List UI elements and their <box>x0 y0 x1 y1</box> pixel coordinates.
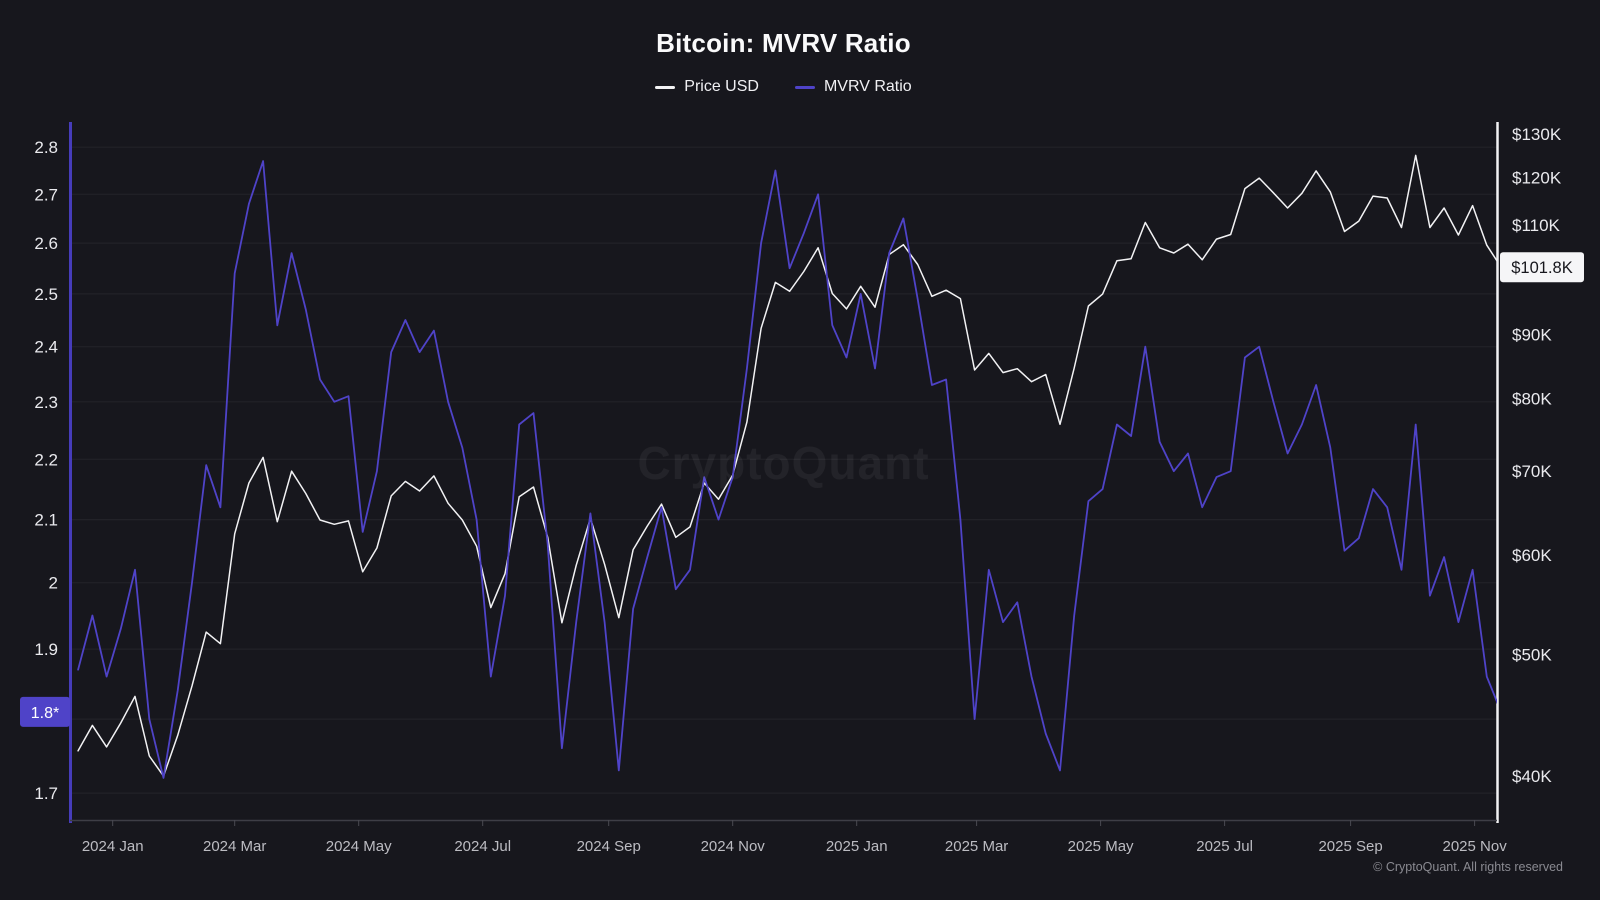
x-axis-tick-label: 2024 Jan <box>82 838 144 855</box>
mvrv-current-value-badge <box>20 696 70 727</box>
legend-item-mvrv-ratio[interactable]: MVRV Ratio <box>794 78 912 96</box>
left-axis-tick-label: 2.4 <box>34 338 58 357</box>
left-axis-tick-label: 2.8 <box>34 138 58 157</box>
legend-item-price-usd[interactable]: Price USD <box>655 78 759 96</box>
series-line-mvrv-ratio <box>77 160 1497 779</box>
right-axis-tick-label: $60K <box>1512 546 1552 565</box>
x-axis-tick-label: 2024 Nov <box>701 838 766 855</box>
right-axis-tick-label: $130K <box>1512 125 1562 144</box>
x-axis-tick-label: 2025 Jul <box>1196 838 1253 855</box>
left-axis-tick-label: 2.1 <box>34 511 58 530</box>
left-axis-tick-label: 2.3 <box>34 393 58 412</box>
left-axis-tick-label: 2.2 <box>34 450 58 469</box>
right-axis-tick-label: $70K <box>1512 462 1552 481</box>
left-axis-tick-label: 2.5 <box>34 285 58 304</box>
right-axis-tick-label: $80K <box>1512 390 1552 409</box>
left-axis-tick-label: 1.9 <box>34 640 58 659</box>
price-usd-line-swatch <box>655 85 676 89</box>
right-axis-tick-label: $50K <box>1512 646 1552 665</box>
right-axis-tick-label: $90K <box>1512 325 1552 344</box>
x-axis-tick-label: 2025 May <box>1068 838 1134 855</box>
price-current-value-badge <box>1500 252 1584 283</box>
x-axis-tick-label: 2024 Mar <box>203 838 266 855</box>
x-axis-tick-label: 2025 Jan <box>826 838 888 855</box>
mvrv-ratio-line-swatch <box>794 85 815 89</box>
x-axis-tick-label: 2024 May <box>326 838 392 855</box>
left-axis-tick-label: 2 <box>49 574 58 593</box>
right-axis-tick-label: $110K <box>1512 216 1561 235</box>
right-axis-tick-label: $120K <box>1512 169 1562 188</box>
legend-label-mvrv-ratio: MVRV Ratio <box>823 78 912 95</box>
left-axis-tick-label: 1.7 <box>34 784 58 803</box>
left-axis-tick-label: 2.7 <box>34 185 58 204</box>
x-axis-tick-label: 2025 Nov <box>1442 838 1507 855</box>
x-axis-tick-label: 2025 Sep <box>1318 838 1382 855</box>
left-axis-tick-label: 2.6 <box>34 234 58 253</box>
legend: Price USD MVRV Ratio <box>0 78 1567 96</box>
x-axis-tick-label: 2024 Jul <box>454 838 511 855</box>
series-line-price-usd <box>77 154 1497 777</box>
chart-title: Bitcoin: MVRV Ratio <box>656 28 911 58</box>
price-current-value-label: $101.8K <box>1511 259 1572 277</box>
x-axis-tick-label: 2025 Mar <box>945 838 1008 855</box>
copyright-text: © CryptoQuant. All rights reserved <box>1373 860 1563 874</box>
legend-label-price-usd: Price USD <box>684 78 759 95</box>
x-axis-tick-label: 2024 Sep <box>577 838 641 855</box>
right-axis-tick-label: $40K <box>1512 767 1552 786</box>
mvrv-current-value-label: 1.8* <box>31 705 59 722</box>
